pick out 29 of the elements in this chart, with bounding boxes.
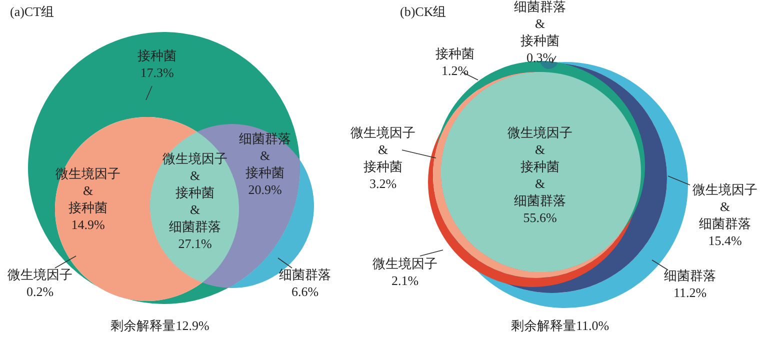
text: (a)CT组	[10, 4, 54, 19]
category-label: 微生境因子 & 接种菌 & 细菌群落	[162, 151, 228, 234]
text: (b)CK组	[400, 4, 446, 19]
category-label: 微生境因子 & 细菌群落	[692, 182, 758, 231]
data-label: 55.6%	[523, 210, 557, 225]
data-label: 17.3%	[140, 65, 174, 80]
category-label: 细菌群落 & 接种菌	[514, 0, 566, 48]
data-label: 15.4%	[708, 233, 742, 248]
data-label: 27.1%	[178, 236, 212, 251]
category-label: 细菌群落 & 接种菌	[239, 131, 291, 180]
data-label: 0.3%	[526, 50, 554, 65]
data-label: 1.2%	[441, 63, 469, 78]
category-label: 微生境因子 & 接种菌	[350, 125, 416, 174]
data-label: 20.9%	[248, 182, 282, 197]
text: 剩余解释量11.0%	[510, 318, 610, 333]
category-label: 接种菌	[436, 46, 474, 61]
data-label: 3.2%	[369, 176, 397, 191]
data-label: 6.6%	[291, 284, 319, 299]
data-label: 14.9%	[71, 217, 105, 232]
data-label: 2.1%	[391, 273, 419, 288]
data-label: 0.2%	[26, 284, 54, 299]
category-label: 细菌群落	[664, 268, 716, 283]
category-label: 微生境因子 & 接种菌 & 细菌群落	[508, 125, 572, 208]
data-label: 11.2%	[673, 285, 707, 300]
category-label: 细菌群落	[279, 267, 331, 282]
category-label: 接种菌	[138, 48, 176, 63]
text: 剩余解释量12.9%	[110, 318, 210, 333]
category-label: 微生境因子	[372, 256, 438, 271]
category-label: 微生境因子	[8, 267, 72, 282]
